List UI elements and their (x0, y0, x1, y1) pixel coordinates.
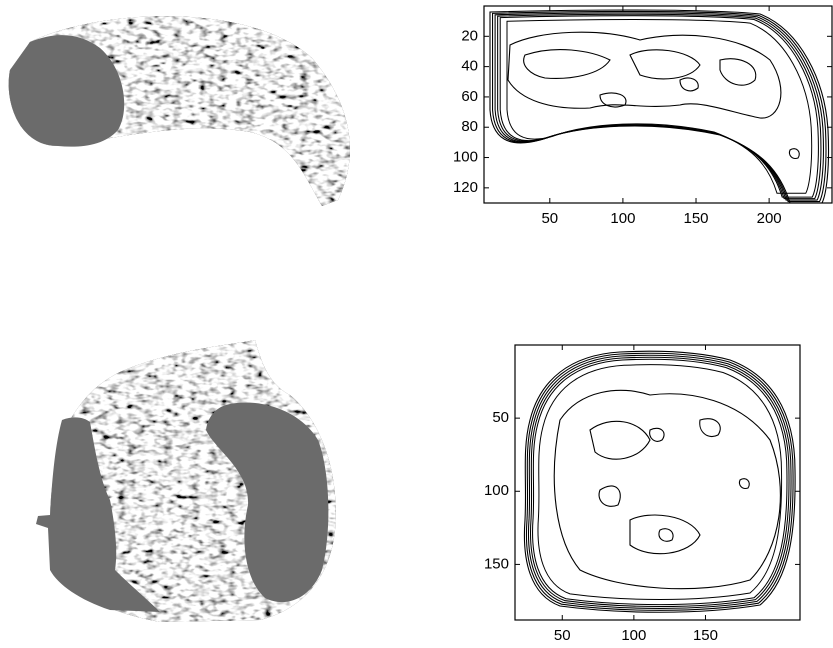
x-tick-label: 100 (610, 210, 635, 227)
contour-plot-bottom: 50 100 150 50 100 150 (484, 345, 800, 644)
contour-line (524, 50, 610, 79)
contour-line (554, 390, 780, 588)
contour-line (524, 351, 795, 612)
x-tick-label: 150 (684, 210, 709, 227)
contour-line (739, 479, 749, 489)
contour-line (630, 515, 700, 554)
y-tick-label: 120 (453, 179, 478, 196)
y-tick-label: 60 (461, 88, 478, 105)
contours (524, 351, 795, 612)
contour-line (720, 59, 756, 86)
contour-line (630, 50, 700, 79)
contour-line (700, 419, 721, 437)
contour-line (590, 421, 650, 459)
figure: 50 100 150 200 20 40 60 80 100 120 50 100 150 50 100 1… (0, 0, 833, 648)
x-tick-label: 100 (621, 627, 646, 644)
contours (490, 10, 829, 203)
x-tick-label: 50 (554, 627, 571, 644)
x-tick-label: 200 (757, 210, 782, 227)
y-tick-label: 100 (484, 482, 509, 499)
contour-line (526, 353, 793, 610)
contour-line (508, 32, 781, 118)
y-tick-label: 100 (453, 149, 478, 166)
contour-line (531, 357, 790, 606)
contour-line (599, 486, 620, 506)
plot-frame (484, 6, 832, 203)
contour-line (528, 355, 791, 608)
y-tick-label: 40 (461, 58, 478, 75)
y-tick-label: 80 (461, 118, 478, 135)
y-tick-label: 20 (461, 27, 478, 44)
y-tick-label: 50 (492, 409, 509, 426)
ultrasound-image-top (0, 0, 370, 215)
x-tick-label: 150 (693, 627, 718, 644)
contour-line (680, 78, 698, 91)
contour-line (659, 529, 673, 542)
contour-line (650, 428, 664, 441)
contour-plot-top: 50 100 150 200 20 40 60 80 100 120 (453, 6, 832, 227)
ultrasound-image-bottom (30, 330, 350, 630)
contour-line (538, 365, 782, 600)
y-tick-label: 150 (484, 555, 509, 572)
x-tick-label: 50 (541, 210, 558, 227)
contour-line (789, 149, 799, 159)
